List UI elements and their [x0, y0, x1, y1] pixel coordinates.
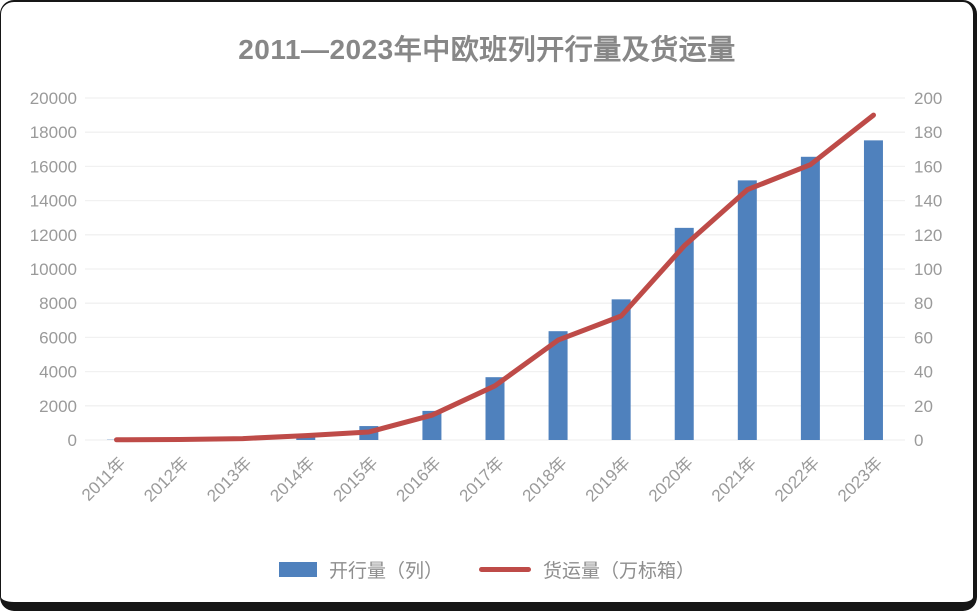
bar-2021年	[737, 180, 757, 440]
y-right-tick-label: 0	[914, 431, 923, 450]
y-left-tick-label: 8000	[39, 294, 77, 313]
x-tick-label: 2023年	[834, 453, 886, 505]
y-right-tick-label: 100	[914, 260, 942, 279]
y-left-tick-label: 12000	[30, 226, 77, 245]
y-right-tick-label: 80	[914, 294, 933, 313]
y-right-tick-label: 40	[914, 363, 933, 382]
chart-title: 2011—2023年中欧班列开行量及货运量	[238, 34, 736, 65]
bar-2017年	[485, 377, 505, 440]
combo-chart: 0 0 2000 20 4000 40 6000 60 8000 80 10000 100 12000 1…	[30, 89, 943, 506]
y-right-tick-label: 60	[914, 328, 933, 347]
x-tick-label: 2021年	[708, 453, 760, 505]
x-tick-label: 2011年	[78, 453, 129, 504]
y-right-tick-label: 160	[914, 157, 942, 176]
y-right-tick-label: 120	[914, 226, 942, 245]
x-tick-label: 2022年	[771, 453, 823, 505]
y-left-tick-label: 14000	[30, 192, 77, 211]
y-right-tick-label: 140	[914, 192, 942, 211]
x-tick-label: 2020年	[645, 453, 697, 505]
y-left-tick-label: 0	[68, 431, 77, 450]
x-tick-label: 2019年	[582, 453, 634, 505]
legend-item-trains: 开行量（列）	[278, 556, 443, 583]
x-tick-label: 2017年	[456, 453, 508, 505]
y-left-tick-label: 18000	[30, 123, 77, 142]
y-right-tick-label: 180	[914, 123, 942, 142]
x-tick-label: 2016年	[393, 453, 445, 505]
legend-label-freight: 货运量（万标箱）	[543, 561, 696, 582]
bar-2020年	[674, 227, 694, 440]
y-right-tick-label: 20	[914, 397, 933, 416]
y-right-tick-label: 200	[914, 89, 942, 108]
x-tick-label: 2018年	[519, 453, 571, 505]
freight-line	[114, 112, 876, 443]
y-left-tick-label: 6000	[39, 328, 77, 347]
x-tick-label: 2013年	[203, 453, 255, 505]
x-tick-label: 2012年	[140, 453, 192, 505]
bar-swatch-icon	[278, 562, 317, 577]
y-left-tick-label: 16000	[30, 157, 77, 176]
legend-label-trains: 开行量（列）	[328, 561, 443, 582]
y-left-tick-label: 4000	[39, 363, 77, 382]
y-left-tick-label: 2000	[39, 397, 77, 416]
bar-2018年	[548, 331, 568, 440]
legend-item-freight: 货运量（万标箱）	[479, 556, 695, 583]
line-swatch-icon	[479, 567, 531, 572]
x-tick-label: 2015年	[329, 453, 381, 505]
y-left-tick-label: 20000	[30, 89, 77, 108]
bar-2023年	[863, 140, 883, 441]
y-left-tick-label: 10000	[30, 260, 77, 279]
x-tick-label: 2014年	[266, 453, 318, 505]
bar-2022年	[800, 156, 820, 440]
bar-2019年	[611, 299, 631, 440]
chart-legend: 开行量（列） 货运量（万标箱）	[1, 556, 973, 583]
